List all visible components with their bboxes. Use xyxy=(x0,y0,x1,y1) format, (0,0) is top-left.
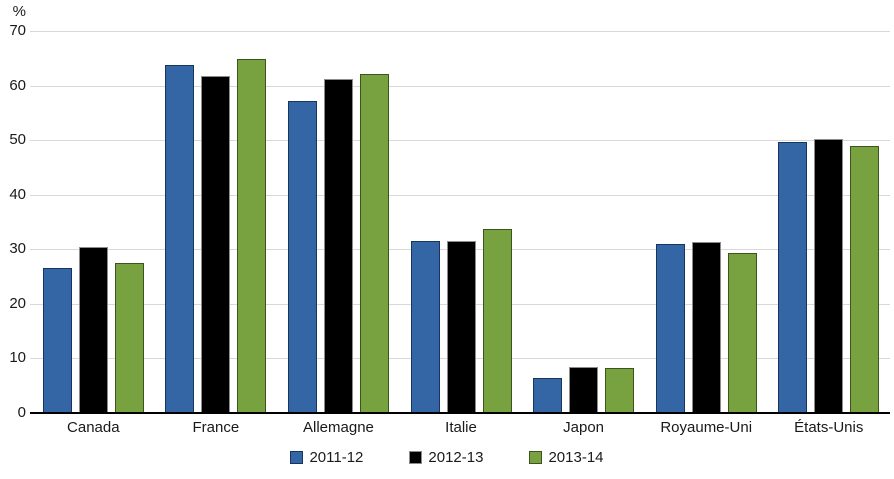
y-tick-label: 70 xyxy=(9,22,26,39)
legend-label: 2011-12 xyxy=(309,449,364,466)
y-tick-label: 60 xyxy=(9,76,26,94)
bar-group xyxy=(32,31,155,413)
gridline xyxy=(30,31,890,32)
bar xyxy=(727,252,757,413)
bar-group xyxy=(277,31,400,413)
bar xyxy=(287,100,317,413)
bar xyxy=(446,241,476,413)
bar xyxy=(78,247,108,413)
x-axis-label: Royaume-Uni xyxy=(660,419,753,436)
y-tick-label: 50 xyxy=(9,131,26,149)
bar xyxy=(850,146,880,413)
bar xyxy=(655,244,685,413)
legend-item: 2011-12 xyxy=(290,449,363,466)
x-axis-line xyxy=(30,412,890,414)
bar-group xyxy=(400,31,523,413)
y-tick-label: 30 xyxy=(9,240,26,258)
legend-swatch xyxy=(290,451,304,464)
y-axis-unit-label: % xyxy=(12,3,26,20)
bar xyxy=(165,64,195,413)
legend-item: 2013-14 xyxy=(529,449,604,466)
gridline xyxy=(30,194,890,196)
gridline xyxy=(30,85,890,87)
bar xyxy=(237,59,267,413)
plot-area xyxy=(30,31,890,413)
bar xyxy=(359,73,389,413)
bar xyxy=(114,263,144,413)
x-axis-label: Italie xyxy=(445,419,477,436)
y-axis: 0 10 20 30 40 50 60 70 xyxy=(0,23,26,421)
bar-groups xyxy=(32,31,890,413)
y-tick-label: 10 xyxy=(9,349,26,367)
bar xyxy=(201,75,231,413)
x-axis-labels: Canada France Allemagne Italie Japon Royaume-… xyxy=(32,419,890,436)
bar-group xyxy=(155,31,278,413)
legend-swatch xyxy=(529,451,543,464)
bar xyxy=(323,79,353,413)
x-axis-label: Canada xyxy=(67,419,120,436)
bar xyxy=(569,367,599,413)
bar xyxy=(778,141,808,413)
x-axis-label: Allemagne xyxy=(303,419,374,436)
x-axis-label: États-Unis xyxy=(794,419,864,436)
bar xyxy=(482,229,512,413)
bar xyxy=(691,242,721,413)
bar xyxy=(533,377,563,413)
bar xyxy=(410,240,440,413)
legend: 2011-12 2012-13 2013-14 xyxy=(0,449,894,466)
legend-label: 2013-14 xyxy=(548,449,604,466)
bar-group xyxy=(522,31,645,413)
x-axis-label: Japon xyxy=(563,419,605,436)
y-tick-label: 40 xyxy=(9,185,26,203)
gridline xyxy=(30,140,890,142)
bar-group xyxy=(767,31,890,413)
y-tick-label: 20 xyxy=(9,294,26,312)
y-tick-label: 0 xyxy=(17,404,26,421)
legend-label: 2012-13 xyxy=(428,449,484,466)
legend-item: 2012-13 xyxy=(409,449,483,466)
bar-group xyxy=(645,31,768,413)
legend-swatch xyxy=(409,451,423,464)
bar xyxy=(814,139,844,413)
x-axis-label: France xyxy=(192,419,240,436)
bar xyxy=(42,267,72,413)
bar xyxy=(605,367,635,413)
